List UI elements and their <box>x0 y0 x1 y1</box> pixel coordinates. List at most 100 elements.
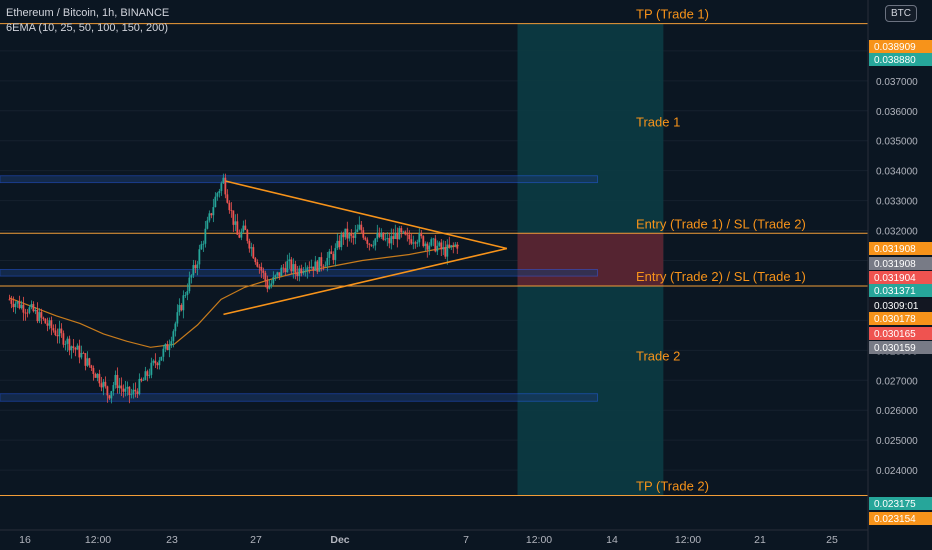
candle-body <box>104 381 107 387</box>
candle-body <box>332 253 335 260</box>
y-tick-label: 0.032000 <box>876 227 918 238</box>
price-tag-bg <box>869 341 932 354</box>
price-tag-bg <box>869 271 932 284</box>
candle-body <box>42 317 45 319</box>
candle-body <box>348 233 351 239</box>
candle-body <box>150 362 153 375</box>
candle-body <box>378 232 381 237</box>
candle-body <box>146 371 149 376</box>
candle-body <box>96 373 99 378</box>
candle-body <box>222 177 225 184</box>
price-tag-bg <box>869 53 932 66</box>
candle-body <box>62 333 65 345</box>
candle-body <box>210 213 213 216</box>
candle-body <box>32 304 35 312</box>
candle-body <box>242 225 245 232</box>
candle-body <box>56 335 59 337</box>
candle-body <box>168 345 171 351</box>
level-label: Trade 2 <box>636 348 680 363</box>
candle-body <box>308 267 311 269</box>
candle-body <box>68 338 71 351</box>
candle-body <box>180 305 183 311</box>
candle-body <box>364 237 367 240</box>
sr-zone <box>0 393 598 402</box>
candle-body <box>166 344 169 351</box>
candle-body <box>100 383 103 388</box>
candle-body <box>236 221 239 235</box>
candle-body <box>394 232 397 239</box>
candle-body <box>380 232 383 237</box>
candle-body <box>230 210 233 211</box>
candle-body <box>214 196 217 208</box>
price-tag: 0.031908 <box>869 257 932 270</box>
candle-body <box>400 228 403 233</box>
candle-body <box>72 346 75 348</box>
candle-body <box>264 272 267 281</box>
candle-body <box>424 243 427 247</box>
candle-body <box>54 330 57 336</box>
candle-body <box>440 242 443 250</box>
candle-body <box>320 257 323 267</box>
candle-body <box>250 247 253 249</box>
candle-body <box>422 236 425 247</box>
candle-body <box>420 233 423 237</box>
candle-body <box>194 265 197 269</box>
x-tick-label: 21 <box>754 534 766 546</box>
price-tag: 0.030178 <box>869 312 932 325</box>
candle-body <box>138 378 141 395</box>
candle-body <box>154 360 157 364</box>
price-tag: 0.0309:01 <box>869 299 932 312</box>
candle-body <box>260 266 263 271</box>
candle-body <box>174 323 177 332</box>
candle-body <box>338 240 341 248</box>
candle-body <box>330 251 333 254</box>
candle-body <box>120 385 123 389</box>
candle-body <box>410 239 413 244</box>
candle-body <box>90 365 93 369</box>
candle-body <box>298 268 301 277</box>
candle-body <box>82 352 85 354</box>
candle-body <box>40 312 43 318</box>
symbol-title[interactable]: Ethereum / Bitcoin, 1h, BINANCE <box>6 7 170 19</box>
x-tick-label: Dec <box>330 534 349 546</box>
candle-body <box>94 374 97 378</box>
candle-body <box>372 245 375 247</box>
price-tag-bg <box>869 242 932 255</box>
candle-body <box>134 389 137 392</box>
candle-body <box>446 244 449 257</box>
triangle-upper-line <box>225 180 508 250</box>
ema-line <box>9 244 459 348</box>
candle-body <box>282 267 285 269</box>
candle-body <box>370 244 373 246</box>
candle-body <box>116 374 119 389</box>
candle-body <box>76 345 79 350</box>
candle-body <box>286 261 289 273</box>
candle-body <box>176 312 179 324</box>
candle-body <box>86 358 89 366</box>
candle-body <box>438 242 441 246</box>
candle-body <box>376 232 379 239</box>
candle-body <box>156 363 159 366</box>
candle-body <box>190 275 193 278</box>
candle-body <box>88 358 91 366</box>
candle-body <box>206 220 209 229</box>
candle-body <box>304 270 307 272</box>
currency-badge[interactable]: BTC <box>885 5 917 22</box>
price-tag: 0.031904 <box>869 271 932 284</box>
candle-body <box>192 265 195 276</box>
candle-body <box>346 228 349 239</box>
candle-body <box>48 320 51 326</box>
candle-body <box>162 348 165 357</box>
candle-body <box>430 239 433 246</box>
candle-body <box>224 177 227 195</box>
price-tag-label: 0.031908 <box>874 244 916 255</box>
indicator-legend[interactable]: 6EMA (10, 25, 50, 100, 150, 200) <box>6 22 169 34</box>
candle-body <box>326 257 329 266</box>
candle-body <box>46 323 49 326</box>
candle-body <box>144 371 147 381</box>
candle-body <box>208 213 211 221</box>
candle-body <box>114 374 117 386</box>
candle-body <box>52 328 55 331</box>
candle-body <box>164 344 167 349</box>
